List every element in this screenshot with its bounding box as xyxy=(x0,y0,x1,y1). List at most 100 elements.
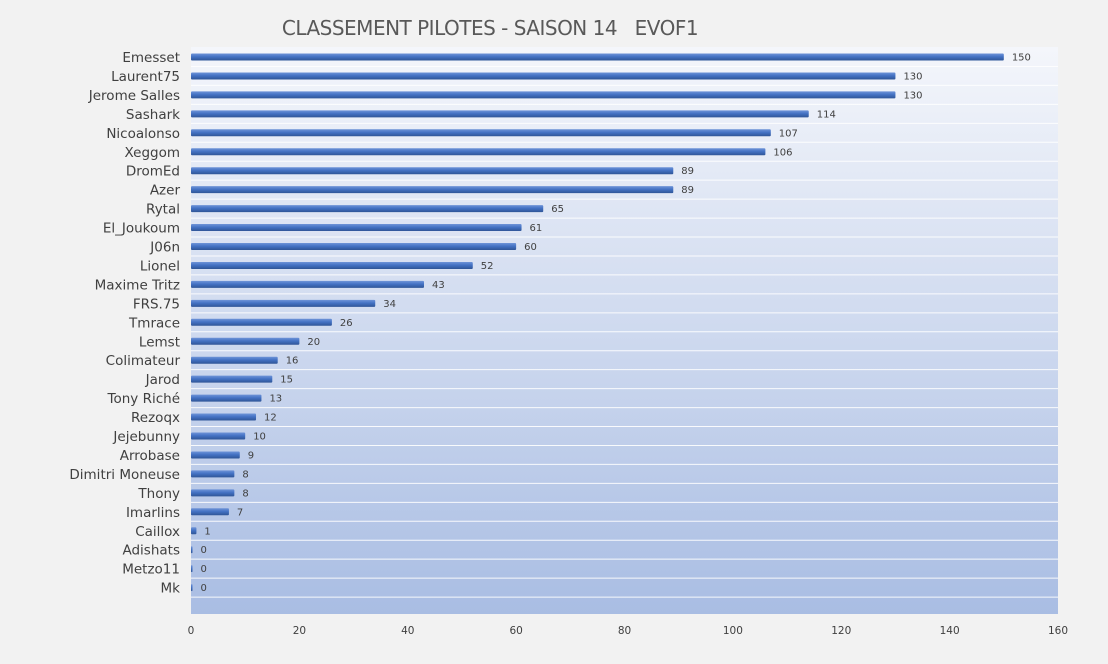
bar-Emesset xyxy=(191,53,1004,61)
gridlines xyxy=(191,65,1058,598)
category-label: Xeggom xyxy=(125,145,181,161)
data-label: 43 xyxy=(432,280,445,291)
data-label: 34 xyxy=(383,299,396,310)
data-label: 0 xyxy=(201,583,207,594)
category-label: Sashark xyxy=(126,107,180,123)
category-label: Azer xyxy=(150,183,181,199)
data-label: 89 xyxy=(681,166,694,177)
bar-DromEd xyxy=(191,167,674,175)
value-labels: 1501301301141071068989656160524334262016… xyxy=(201,53,1031,595)
category-label: Adishats xyxy=(122,543,180,559)
data-label: 20 xyxy=(307,337,320,348)
bar-Lemst xyxy=(191,337,300,345)
bar-Colimateur xyxy=(191,356,278,364)
category-label: FRS.75 xyxy=(133,296,180,312)
category-label: Emesset xyxy=(122,50,180,66)
data-label: 10 xyxy=(253,432,266,443)
category-label: Thony xyxy=(137,486,180,502)
data-label: 52 xyxy=(481,261,494,272)
bar-Jarod xyxy=(191,375,273,383)
category-label: Jerome Salles xyxy=(88,88,180,104)
x-tick-label: 140 xyxy=(940,625,960,637)
x-tick-label: 100 xyxy=(723,625,743,637)
data-label: 61 xyxy=(530,223,543,234)
x-tick-label: 80 xyxy=(618,625,631,637)
bar-J06n xyxy=(191,243,517,250)
data-label: 150 xyxy=(1012,53,1031,64)
data-label: 0 xyxy=(201,545,207,556)
data-label: 130 xyxy=(903,90,922,101)
bar-Lionel xyxy=(191,261,473,269)
data-label: 8 xyxy=(242,469,248,480)
bar-Metzo11 xyxy=(191,565,193,573)
bar-Imarlins xyxy=(191,508,229,516)
bar-Adishats xyxy=(191,546,193,554)
category-label: Tony Riché xyxy=(107,391,180,407)
bar-Mk xyxy=(191,584,193,592)
data-label: 9 xyxy=(248,450,254,461)
bar-Xeggom xyxy=(191,148,766,156)
data-label: 16 xyxy=(286,356,299,367)
category-label: Caillox xyxy=(135,524,180,540)
bar-Tmrace xyxy=(191,318,332,326)
category-label: Imarlins xyxy=(126,505,180,521)
category-label: Jejebunny xyxy=(112,429,180,445)
category-label: Rytal xyxy=(146,202,180,218)
category-label: Lemst xyxy=(139,334,180,350)
data-label: 26 xyxy=(340,318,353,329)
category-label: Dimitri Moneuse xyxy=(69,467,180,483)
bar-El_Joukoum xyxy=(191,224,522,232)
bars xyxy=(191,53,1004,592)
category-label: Laurent75 xyxy=(111,69,180,85)
bar-Dimitri Moneuse xyxy=(191,470,235,478)
bar-Rezoqx xyxy=(191,413,257,421)
data-label: 107 xyxy=(779,128,798,139)
category-label: J06n xyxy=(149,240,180,256)
bar-Thony xyxy=(191,489,235,497)
data-label: 12 xyxy=(264,413,277,424)
category-label: Arrobase xyxy=(120,448,180,464)
bar-Caillox xyxy=(191,527,197,535)
data-label: 60 xyxy=(524,242,537,253)
plot-area xyxy=(191,47,1058,614)
bar-Azer xyxy=(191,186,674,194)
x-tick-label: 40 xyxy=(401,625,414,637)
data-label: 7 xyxy=(237,507,243,518)
data-label: 89 xyxy=(681,185,694,196)
data-label: 1 xyxy=(204,526,210,537)
category-label: Colimateur xyxy=(106,353,181,369)
chart-title: CLASSEMENT PILOTES - SAISON 14 EVOF1 xyxy=(281,16,699,40)
data-label: 130 xyxy=(903,71,922,82)
x-tick-label: 120 xyxy=(831,625,851,637)
category-label: Mk xyxy=(161,581,181,597)
category-label: Rezoqx xyxy=(131,410,180,426)
bar-Nicoalonso xyxy=(191,129,771,137)
bar-Rytal xyxy=(191,205,544,213)
x-tick-label: 160 xyxy=(1048,625,1068,637)
category-labels: Emesset Laurent75 Jerome Salles Sashark Nico… xyxy=(69,50,180,597)
category-label: Jarod xyxy=(145,372,180,388)
data-label: 13 xyxy=(269,394,282,405)
bar-Arrobase xyxy=(191,451,240,459)
data-label: 8 xyxy=(242,488,248,499)
x-tick-label: 0 xyxy=(188,625,195,637)
category-label: Nicoalonso xyxy=(106,126,180,142)
x-tick-label: 60 xyxy=(509,625,522,637)
data-label: 65 xyxy=(551,204,564,215)
category-label: DromEd xyxy=(126,164,180,180)
bar-Jerome Salles xyxy=(191,91,896,99)
bar-Jejebunny xyxy=(191,432,246,440)
bar-Sashark xyxy=(191,110,809,118)
data-label: 15 xyxy=(280,375,293,386)
data-label: 0 xyxy=(201,564,207,575)
x-axis-ticks: 0 20 40 60 80 100 120 140 160 xyxy=(188,625,1068,637)
category-label: Lionel xyxy=(140,258,180,274)
category-label: El_Joukoum xyxy=(103,221,180,237)
bar-Maxime Tritz xyxy=(191,280,425,288)
bar-Tony Riché xyxy=(191,394,262,402)
x-tick-label: 20 xyxy=(293,625,306,637)
category-label: Tmrace xyxy=(128,315,180,331)
bar-Laurent75 xyxy=(191,72,896,80)
